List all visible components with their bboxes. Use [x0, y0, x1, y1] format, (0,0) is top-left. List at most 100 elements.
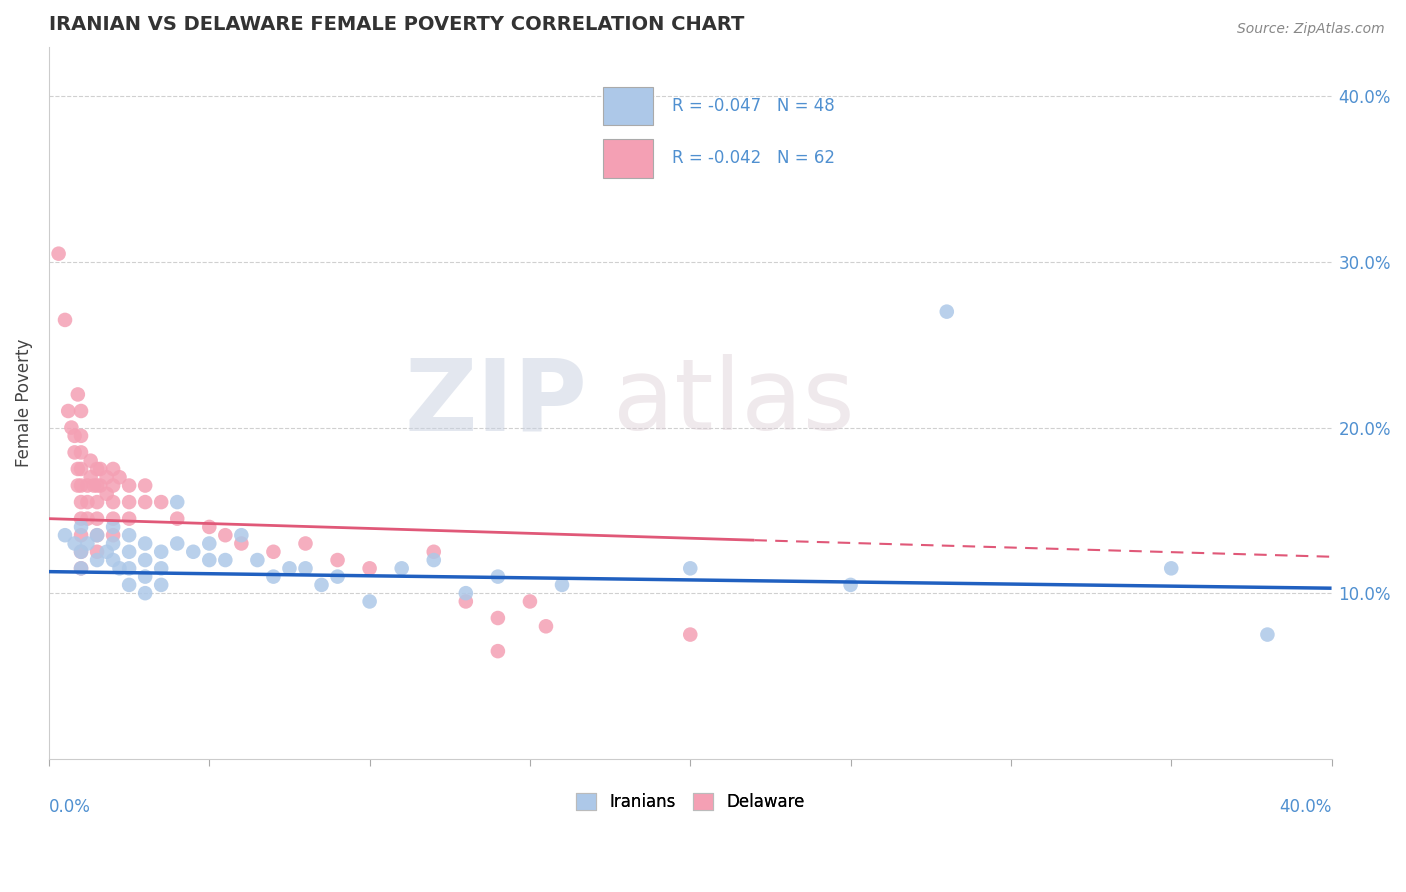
Point	[198, 520, 221, 534]
Point	[86, 511, 108, 525]
Point	[150, 578, 173, 592]
Point	[422, 553, 444, 567]
Point	[86, 545, 108, 559]
Point	[48, 246, 70, 260]
Point	[118, 578, 141, 592]
Point	[89, 478, 111, 492]
Point	[83, 478, 105, 492]
Point	[66, 387, 89, 401]
Point	[86, 553, 108, 567]
Point	[150, 495, 173, 509]
Point	[246, 553, 269, 567]
Point	[66, 462, 89, 476]
Point	[70, 462, 93, 476]
Point	[166, 495, 188, 509]
Y-axis label: Female Poverty: Female Poverty	[15, 339, 32, 467]
Point	[118, 495, 141, 509]
Point	[326, 569, 349, 583]
Point	[86, 478, 108, 492]
Point	[70, 520, 93, 534]
Point	[86, 495, 108, 509]
Point	[60, 420, 83, 434]
Point	[79, 470, 101, 484]
Point	[198, 536, 221, 550]
Point	[1160, 561, 1182, 575]
Point	[108, 561, 131, 575]
Point	[118, 478, 141, 492]
Point	[63, 445, 86, 459]
Point	[70, 495, 93, 509]
Point	[118, 561, 141, 575]
Text: IRANIAN VS DELAWARE FEMALE POVERTY CORRELATION CHART: IRANIAN VS DELAWARE FEMALE POVERTY CORRE…	[49, 15, 744, 34]
Point	[79, 453, 101, 467]
Point	[96, 487, 118, 501]
Point	[486, 611, 509, 625]
Point	[89, 462, 111, 476]
Point	[294, 536, 316, 550]
Point	[63, 536, 86, 550]
Point	[214, 528, 236, 542]
Point	[101, 478, 124, 492]
Point	[70, 561, 93, 575]
Point	[214, 553, 236, 567]
Point	[101, 536, 124, 550]
Point	[150, 561, 173, 575]
Point	[134, 586, 156, 600]
Point	[70, 429, 93, 443]
Point	[118, 528, 141, 542]
Text: ZIP: ZIP	[405, 354, 588, 451]
Point	[70, 561, 93, 575]
Point	[70, 545, 93, 559]
Point	[311, 578, 333, 592]
Text: Source: ZipAtlas.com: Source: ZipAtlas.com	[1237, 22, 1385, 37]
Point	[96, 545, 118, 559]
Point	[118, 511, 141, 525]
Text: 0.0%: 0.0%	[49, 798, 91, 816]
Point	[101, 528, 124, 542]
Point	[181, 545, 204, 559]
Point	[53, 313, 76, 327]
Point	[108, 470, 131, 484]
Point	[1256, 627, 1278, 641]
Point	[70, 478, 93, 492]
Point	[86, 528, 108, 542]
Point	[839, 578, 862, 592]
Point	[70, 404, 93, 418]
Point	[63, 429, 86, 443]
Point	[486, 569, 509, 583]
Point	[66, 478, 89, 492]
Point	[101, 462, 124, 476]
Point	[70, 545, 93, 559]
Point	[134, 569, 156, 583]
Point	[134, 495, 156, 509]
Point	[101, 495, 124, 509]
Point	[679, 627, 702, 641]
Point	[166, 511, 188, 525]
Point	[231, 528, 253, 542]
Point	[454, 594, 477, 608]
Point	[118, 545, 141, 559]
Point	[96, 470, 118, 484]
Point	[262, 569, 284, 583]
Point	[198, 553, 221, 567]
Point	[76, 536, 98, 550]
Legend: Iranians, Delaware: Iranians, Delaware	[576, 793, 804, 811]
Point	[101, 520, 124, 534]
Point	[166, 536, 188, 550]
Point	[58, 404, 80, 418]
Point	[326, 553, 349, 567]
Point	[551, 578, 574, 592]
Point	[101, 511, 124, 525]
Point	[70, 528, 93, 542]
Text: 40.0%: 40.0%	[1279, 798, 1331, 816]
Point	[70, 445, 93, 459]
Point	[134, 553, 156, 567]
Point	[359, 561, 381, 575]
Point	[391, 561, 413, 575]
Point	[76, 478, 98, 492]
Point	[76, 511, 98, 525]
Point	[359, 594, 381, 608]
Point	[86, 462, 108, 476]
Point	[422, 545, 444, 559]
Point	[231, 536, 253, 550]
